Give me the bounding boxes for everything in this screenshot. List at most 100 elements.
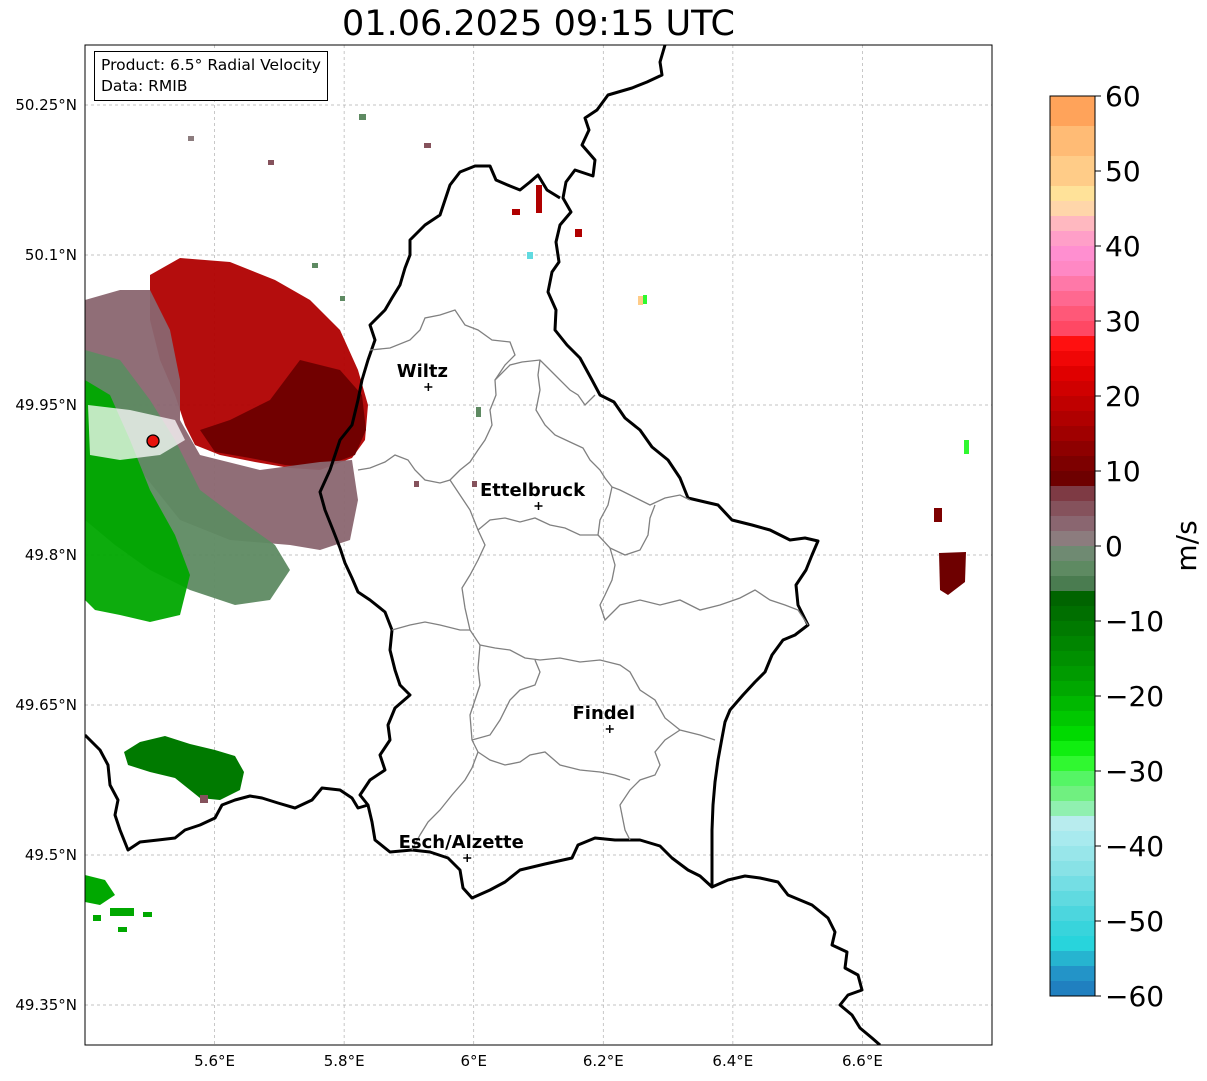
colorbar-band bbox=[1050, 816, 1095, 832]
colorbar-band bbox=[1050, 156, 1095, 187]
colorbar-band bbox=[1050, 666, 1095, 682]
place-label: Findel bbox=[572, 703, 635, 724]
lat-tick-label: 49.65°N bbox=[15, 696, 77, 714]
lat-tick-label: 49.95°N bbox=[15, 396, 77, 414]
colorbar-unit-label: m/s bbox=[1170, 520, 1203, 571]
echo-east-cluster bbox=[939, 552, 966, 595]
colorbar-band bbox=[1050, 546, 1095, 562]
place-label: Ettelbruck bbox=[480, 480, 586, 501]
colorbar-band bbox=[1050, 696, 1095, 712]
echo-far-sw-speck bbox=[93, 915, 101, 921]
canton-line bbox=[391, 621, 470, 631]
colorbar-band bbox=[1050, 711, 1095, 727]
colorbar-band bbox=[1050, 501, 1095, 517]
colorbar-band bbox=[1050, 516, 1095, 532]
echo-speck bbox=[638, 296, 643, 305]
canton-line bbox=[599, 547, 809, 626]
data-source-label: Data: RMIB bbox=[101, 77, 188, 95]
plot-frame bbox=[84, 44, 993, 1046]
lon-tick-label: 5.6°E bbox=[194, 1052, 235, 1070]
product-info-box: Product: 6.5° Radial Velocity Data: RMIB bbox=[94, 51, 328, 101]
colorbar-tick-label: 20 bbox=[1105, 380, 1141, 413]
lat-tick-label: 49.35°N bbox=[15, 996, 77, 1014]
colorbar-band bbox=[1050, 336, 1095, 352]
echo-speck bbox=[340, 296, 345, 301]
echo-speck bbox=[934, 508, 942, 522]
colorbar-band bbox=[1050, 291, 1095, 307]
colorbar-tick-label: −40 bbox=[1105, 830, 1164, 863]
colorbar-band bbox=[1050, 726, 1095, 742]
canton-line bbox=[477, 751, 631, 781]
colorbar-band bbox=[1050, 861, 1095, 877]
colorbar: 60 50 40 30 20 10 0 −10 −20 −30 −40 −50 −60 bbox=[1049, 80, 1164, 1013]
canton-line bbox=[411, 751, 479, 851]
colorbar-band bbox=[1050, 231, 1095, 247]
echo-speck bbox=[268, 160, 274, 165]
echo-speck bbox=[424, 143, 431, 148]
colorbar-band bbox=[1050, 636, 1095, 652]
echo-near-site-white bbox=[88, 405, 185, 460]
colorbar-band bbox=[1050, 246, 1095, 262]
echo-sw-cluster bbox=[124, 736, 244, 800]
colorbar-band bbox=[1050, 471, 1095, 487]
colorbar-tick-label: −30 bbox=[1105, 755, 1164, 788]
colorbar-band bbox=[1050, 396, 1095, 412]
echo-sw-fragment bbox=[200, 795, 208, 803]
echo-speck bbox=[476, 407, 481, 417]
colorbar-band bbox=[1050, 261, 1095, 277]
echo-far-sw-speck bbox=[110, 908, 134, 916]
colorbar-band bbox=[1050, 681, 1095, 697]
product-label: Product: 6.5° Radial Velocity bbox=[101, 56, 321, 74]
colorbar-band bbox=[1050, 591, 1095, 607]
colorbar-tick-label: −10 bbox=[1105, 605, 1164, 638]
place-marker: Findel bbox=[572, 703, 635, 733]
colorbar-tick-label: 40 bbox=[1105, 230, 1141, 263]
colorbar-tick-label: −50 bbox=[1105, 905, 1164, 938]
canton-line bbox=[357, 309, 516, 484]
canton-line bbox=[597, 486, 656, 556]
colorbar-tick-label: 60 bbox=[1105, 80, 1141, 113]
radar-echoes bbox=[85, 114, 969, 932]
colorbar-band bbox=[1050, 456, 1095, 472]
canton-line bbox=[477, 517, 598, 536]
echo-speck bbox=[188, 136, 194, 141]
colorbar-tick-label: −60 bbox=[1105, 980, 1164, 1013]
border-fr-be bbox=[85, 733, 369, 852]
colorbar-band bbox=[1050, 561, 1095, 577]
canton-boundaries bbox=[357, 309, 809, 851]
colorbar-band bbox=[1050, 441, 1095, 457]
map-title: 01.06.2025 09:15 UTC bbox=[342, 4, 735, 44]
colorbar-tick-label: 10 bbox=[1105, 455, 1141, 488]
colorbar-band bbox=[1050, 906, 1095, 922]
colorbar-band bbox=[1050, 411, 1095, 427]
colorbar-tick-label: −20 bbox=[1105, 680, 1164, 713]
colorbar-band bbox=[1050, 96, 1095, 127]
echo-speck bbox=[527, 252, 533, 259]
colorbar-band bbox=[1050, 786, 1095, 802]
echo-speck bbox=[312, 263, 318, 268]
colorbar-band bbox=[1050, 951, 1095, 967]
canton-line bbox=[479, 644, 716, 741]
lon-tick-label: 6°E bbox=[460, 1052, 487, 1070]
echo-speck bbox=[964, 440, 969, 454]
colorbar-band bbox=[1050, 576, 1095, 592]
colorbar-band bbox=[1050, 216, 1095, 232]
colorbar-band bbox=[1050, 381, 1095, 397]
axis-tick-labels: 5.6°E 5.8°E 6°E 6.2°E 6.4°E 6.6°E 49.35°N 49.5°… bbox=[15, 96, 883, 1070]
colorbar-band bbox=[1050, 186, 1095, 202]
canton-line bbox=[449, 479, 486, 753]
colorbar-band bbox=[1050, 306, 1095, 322]
country-border bbox=[546, 45, 881, 1045]
lon-tick-label: 5.8°E bbox=[324, 1052, 365, 1070]
colorbar-band bbox=[1050, 126, 1095, 157]
lon-tick-label: 6.6°E bbox=[842, 1052, 883, 1070]
colorbar-band bbox=[1050, 621, 1095, 637]
echo-speck bbox=[643, 295, 647, 304]
lat-tick-label: 50.25°N bbox=[15, 96, 77, 114]
lat-tick-label: 49.8°N bbox=[25, 546, 77, 564]
colorbar-tick-label: 0 bbox=[1105, 530, 1123, 563]
colorbar-band bbox=[1050, 531, 1095, 547]
colorbar-band bbox=[1050, 321, 1095, 337]
colorbar-band bbox=[1050, 876, 1095, 892]
